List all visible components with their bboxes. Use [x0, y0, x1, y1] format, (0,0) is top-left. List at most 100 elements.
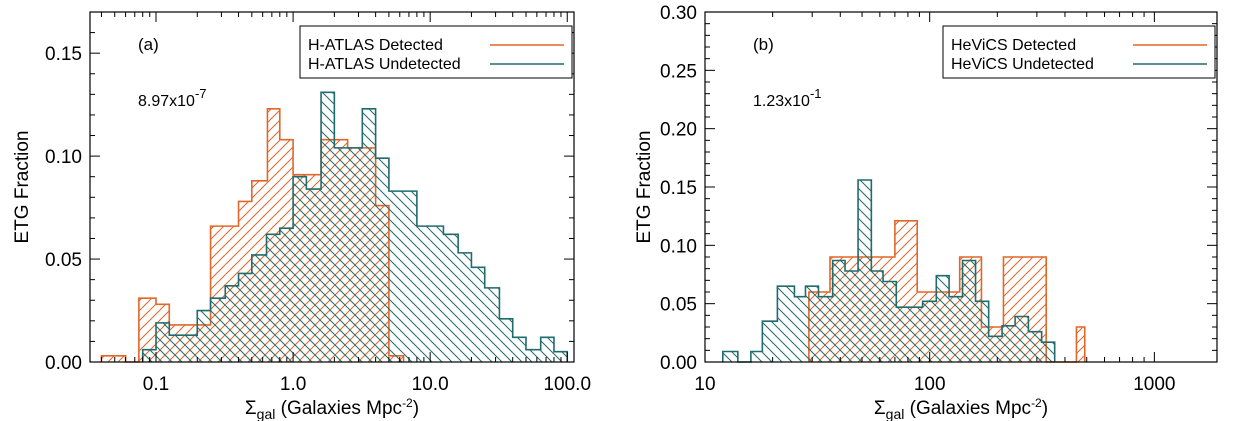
histogram-bar [458, 252, 472, 362]
histogram-bar [750, 351, 763, 362]
histogram-bar [210, 298, 226, 362]
y-tick-label: 0.10 [45, 147, 82, 168]
y-tick-label: 0.15 [660, 178, 697, 199]
histogram-bar [922, 301, 937, 362]
histogram-bar [962, 260, 976, 362]
histogram-bar [238, 273, 252, 362]
histogram-series-undetected [721, 179, 1056, 363]
y-axis-label: ETG Fraction [634, 131, 655, 244]
histogram-bar [101, 355, 115, 362]
histogram-series-undetected [141, 91, 569, 362]
histogram-bar [512, 337, 526, 362]
histogram-bar [936, 275, 950, 362]
histogram-bar [375, 158, 389, 362]
histogram-bar [484, 287, 500, 362]
chart-panel-a: 0.00 0.05 0.10 0.15 0.1 1.0 10.0 100.0 Σgal (Gal… [12, 11, 591, 421]
panel-label: (b) [753, 35, 774, 54]
histogram-bar [818, 296, 833, 362]
y-tick-label: 0.05 [45, 250, 82, 271]
legend-box [942, 25, 1216, 79]
legend-entry-label: HeViCS Undetected [951, 56, 1094, 73]
histogram-outline [721, 179, 1056, 363]
histogram-bar [1041, 342, 1055, 362]
histogram-bar [499, 318, 513, 362]
histogram-bar [347, 147, 363, 362]
y-tick-label: 0.15 [45, 44, 82, 65]
histogram-bar [777, 286, 795, 362]
histogram-bar [794, 296, 806, 362]
histogram-bar [858, 180, 872, 362]
y-tick-label: 0.30 [660, 3, 697, 24]
x-tick-label: 0.1 [143, 374, 169, 395]
legend: HeViCS Detected HeViCS Undetected [942, 25, 1216, 79]
histogram-bar [443, 234, 459, 362]
histogram-bar [169, 335, 184, 362]
y-tick-label: 0.20 [660, 120, 697, 141]
histogram-bar [1028, 331, 1042, 362]
histogram-bar [293, 176, 307, 362]
histogram-bar [138, 298, 157, 362]
histogram-bar [896, 307, 910, 362]
histogram-outline [141, 91, 569, 362]
histogram-bar [883, 281, 897, 362]
chart-panel-b: 0.00 0.05 0.10 0.15 0.20 0.25 0.30 10 100 1000 Σga… [634, 3, 1218, 421]
histogram-bar [762, 321, 778, 362]
histogram-bar [388, 191, 404, 362]
histogram-bar [805, 286, 819, 362]
histogram-bar [1076, 327, 1085, 362]
histogram-bar [183, 335, 198, 362]
axis-ticks [90, 11, 574, 363]
x-tick-label: 100 [914, 374, 946, 395]
histogram-bar [306, 189, 322, 362]
histogram-bar [1015, 316, 1029, 362]
y-tick-label: 0.05 [660, 295, 697, 316]
statistic-annotation: 8.97x10-7 [138, 86, 207, 110]
legend-entry-label: H-ATLAS Undetected [308, 56, 461, 73]
y-tick-label: 0.00 [660, 353, 697, 374]
histogram-bar [553, 351, 568, 362]
y-axis-label: ETG Fraction [12, 131, 33, 244]
plot-frame [89, 11, 575, 363]
histogram-bar [845, 271, 859, 362]
legend-entry-label: H-ATLAS Detected [308, 37, 443, 54]
histogram-bar [362, 108, 376, 362]
x-tick-label: 10.0 [412, 374, 449, 395]
x-tick-label: 1.0 [280, 374, 306, 395]
histogram-bar [871, 271, 884, 362]
y-tick-label: 0.25 [660, 61, 697, 82]
statistic-annotation: 1.23x10-1 [753, 86, 822, 110]
histogram-bar [403, 191, 417, 362]
histogram-bar [225, 285, 239, 362]
y-tick-label: 0.00 [45, 353, 82, 374]
panel-label: (a) [138, 35, 159, 54]
histogram-bar [251, 254, 267, 362]
x-axis-label: Σgal (Galaxies Mpc-2) [874, 396, 1048, 421]
histogram-bar [471, 267, 485, 362]
histogram-bar [197, 310, 211, 362]
histogram-bar [156, 322, 170, 362]
histogram-bar [114, 355, 126, 362]
histogram-bar [266, 234, 280, 362]
legend-entry-label: HeViCS Detected [951, 37, 1076, 54]
histogram-bar [722, 351, 738, 362]
histogram-bar [949, 296, 963, 362]
x-axis-label: Σgal (Galaxies Mpc-2) [245, 396, 419, 421]
histogram-bar [1002, 325, 1016, 362]
legend: H-ATLAS Detected H-ATLAS Undetected [299, 25, 573, 79]
x-tick-label: 10 [694, 374, 715, 395]
histogram-bar [909, 307, 923, 362]
y-tick-label: 0.10 [660, 236, 697, 257]
axis-ticks [704, 11, 1217, 363]
histogram-bar [142, 349, 157, 362]
histogram-bar [416, 226, 431, 362]
histogram-bar [540, 337, 554, 362]
x-tick-label: 1000 [1133, 374, 1175, 395]
histogram-bar [430, 226, 444, 362]
histogram-bar [525, 349, 541, 362]
histogram-bar [975, 301, 989, 362]
x-tick-label: 100.0 [543, 374, 591, 395]
histogram-bar [279, 228, 294, 362]
histogram-bar [334, 147, 348, 362]
legend-box [299, 25, 573, 79]
